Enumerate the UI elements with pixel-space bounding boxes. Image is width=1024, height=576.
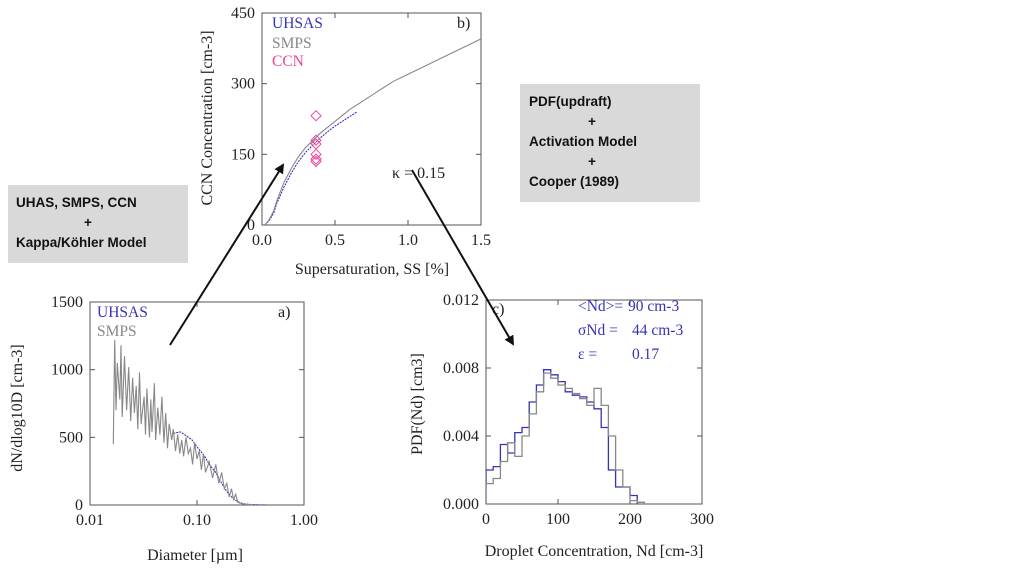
- x-tick-label: 1.00: [290, 512, 318, 529]
- stat-mean-value: 90 cm-3: [628, 298, 679, 315]
- inputs-line-1: UHAS, SMPS, CCN: [16, 195, 137, 210]
- stats-block: <Nd>= 90 cm-3 σNd = 44 cm-3 ε = 0.17: [578, 298, 683, 363]
- models-box: PDF(updraft) + Activation Model + Cooper…: [520, 84, 700, 202]
- arrow-sizes-to-ccn: [169, 163, 285, 346]
- x-tick-label: 0: [482, 511, 490, 528]
- x-tick-label: 300: [690, 511, 714, 528]
- panel-b-chart: 0.0 0.5 1.0 1.5 0 150 300 450 b) UHSAS SMPS CCN…: [199, 5, 491, 278]
- legend-smps-b: SMPS: [272, 35, 312, 52]
- panel-b-ylabel: CCN Concentration [cm-3]: [199, 30, 216, 205]
- uhsas-line: [173, 431, 267, 505]
- panel-a-xlabel: Diameter [µm]: [147, 547, 243, 564]
- legend-smps-a: SMPS: [97, 323, 137, 340]
- panel-a-chart: 0.01 0.10 1.00 0 500 1000 1500 a) UHSAS SMPS D…: [9, 294, 318, 564]
- y-tick-label: 0.012: [443, 292, 479, 309]
- y-tick-label: 0.008: [443, 360, 479, 377]
- ccn-marker: [310, 134, 322, 146]
- stat-mean-label: <Nd>=: [578, 298, 623, 315]
- models-line-1: PDF(updraft): [529, 94, 612, 109]
- panel-c-ylabel: PDF(Nd) [cm3]: [409, 353, 426, 455]
- x-tick-label: 200: [618, 511, 642, 528]
- uhsas-line: [264, 111, 358, 225]
- x-tick-label: 100: [546, 511, 570, 528]
- arrow-ccn-to-pdf: [411, 169, 515, 346]
- smps-line: [264, 38, 481, 225]
- ccn-marker: [310, 109, 322, 122]
- y-tick-label: 0: [75, 497, 83, 514]
- panel-c-xlabel: Droplet Concentration, Nd [cm-3]: [485, 543, 704, 560]
- models-line-3: Activation Model: [529, 134, 638, 149]
- y-tick-label: 0.004: [443, 428, 479, 445]
- x-tick-label: 1.5: [471, 232, 491, 249]
- plot-area: [264, 38, 481, 225]
- y-tick-label: 150: [231, 146, 255, 163]
- plot-area: [486, 369, 646, 504]
- x-tick-label: 0.0: [252, 232, 272, 249]
- smps-line: [112, 339, 253, 505]
- stat-sigma-value: 44 cm-3: [632, 322, 683, 339]
- stat-eps-label: ε =: [578, 346, 597, 363]
- kappa-annotation: κ = 0.15: [392, 165, 445, 182]
- plot-area: [112, 339, 267, 505]
- panel-b-label: b): [457, 15, 470, 32]
- models-line-4: +: [588, 154, 596, 169]
- ccn-marker: [310, 153, 322, 165]
- x-tick-label: 1.0: [398, 232, 418, 249]
- panel-b-xlabel: Supersaturation, SS [%]: [295, 261, 449, 278]
- y-tick-label: 1500: [51, 294, 83, 311]
- plot-frame: [485, 299, 703, 505]
- legend-uhsas-a: UHSAS: [97, 304, 148, 321]
- legend-ccn-b: CCN: [272, 53, 304, 70]
- y-tick-label: 500: [59, 429, 83, 446]
- ccn-marker: [310, 148, 322, 161]
- observed-histogram: [486, 372, 646, 504]
- inputs-box: UHAS, SMPS, CCN + Kappa/Köhler Model: [8, 185, 188, 263]
- panel-a-ylabel: dN/dlog10D [cm-3]: [9, 344, 26, 472]
- y-tick-label: 0.000: [443, 496, 479, 513]
- inputs-line-3: Kappa/Köhler Model: [16, 235, 147, 250]
- models-line-2: +: [588, 114, 596, 129]
- panel-a-label: a): [278, 304, 290, 321]
- plot-frame: [261, 12, 482, 226]
- y-tick-label: 300: [231, 76, 255, 93]
- inputs-line-2: +: [84, 215, 92, 230]
- y-tick-label: 1000: [51, 362, 83, 379]
- x-tick-label: 0.5: [325, 232, 345, 249]
- x-tick-label: 0.01: [76, 512, 104, 529]
- stat-sigma-label: σNd =: [578, 322, 618, 339]
- x-tick-label: 0.10: [183, 512, 211, 529]
- models-line-5: Cooper (1989): [529, 174, 620, 189]
- ccn-marker: [310, 155, 322, 168]
- y-tick-label: 450: [231, 5, 255, 22]
- stat-eps-value: 0.17: [632, 346, 659, 363]
- legend-uhsas-b: UHSAS: [272, 15, 323, 32]
- y-tick-label: 0: [247, 217, 255, 234]
